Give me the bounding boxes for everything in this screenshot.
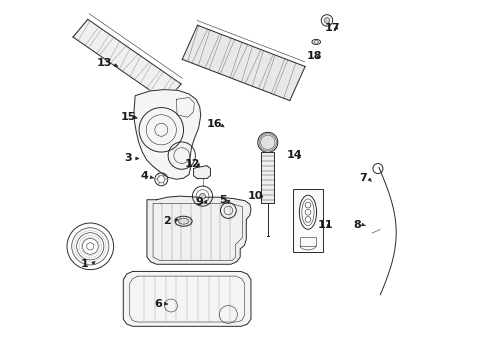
Text: 8: 8 (353, 220, 361, 230)
Text: 14: 14 (286, 150, 302, 160)
Text: 13: 13 (97, 58, 112, 68)
Text: 9: 9 (195, 197, 203, 207)
Text: 12: 12 (184, 159, 200, 169)
Text: 6: 6 (154, 299, 162, 309)
Text: 17: 17 (324, 23, 340, 33)
Text: 10: 10 (247, 191, 263, 201)
Text: 16: 16 (206, 120, 222, 129)
Polygon shape (123, 271, 250, 326)
Text: 7: 7 (358, 173, 366, 183)
Polygon shape (134, 90, 201, 179)
Polygon shape (147, 196, 250, 264)
Text: 18: 18 (306, 51, 322, 61)
Bar (292, 189, 323, 252)
Text: 11: 11 (317, 220, 332, 230)
Text: 3: 3 (124, 153, 131, 163)
Circle shape (324, 18, 329, 23)
Circle shape (257, 132, 277, 152)
Polygon shape (182, 25, 305, 100)
Circle shape (199, 193, 205, 199)
Bar (300, 237, 315, 246)
Text: 4: 4 (140, 171, 148, 181)
Text: 1: 1 (81, 259, 89, 269)
Text: 15: 15 (120, 112, 135, 122)
Text: 5: 5 (219, 195, 226, 205)
Polygon shape (73, 19, 181, 102)
Text: 2: 2 (163, 216, 171, 226)
Polygon shape (193, 166, 210, 179)
Bar (261, 152, 274, 203)
